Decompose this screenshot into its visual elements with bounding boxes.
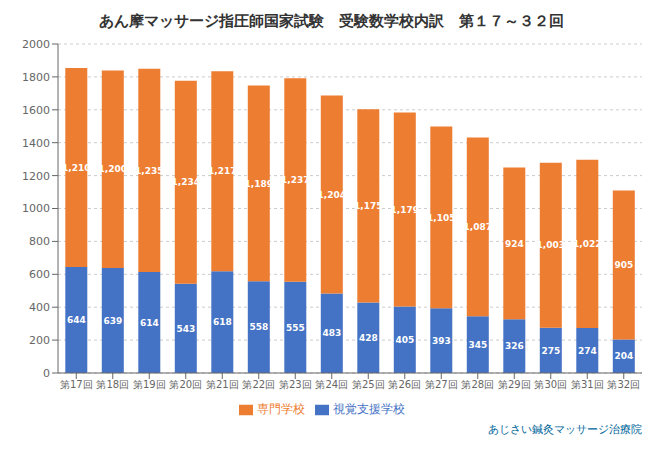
svg-text:第17回: 第17回: [60, 379, 93, 390]
svg-text:1,189: 1,189: [245, 179, 273, 189]
svg-text:1,237: 1,237: [281, 175, 309, 185]
svg-text:555: 555: [286, 323, 305, 333]
svg-text:第21回: 第21回: [206, 379, 239, 390]
svg-text:428: 428: [359, 333, 378, 343]
svg-text:326: 326: [505, 341, 524, 351]
svg-text:第28回: 第28回: [461, 379, 494, 390]
svg-text:0: 0: [43, 367, 50, 380]
svg-text:1,200: 1,200: [99, 164, 127, 174]
svg-text:614: 614: [140, 318, 159, 328]
html-text:あじさい鍼灸マッサージ治療院: あじさい鍼灸マッサージ治療院: [488, 423, 642, 436]
svg-text:第27回: 第27回: [425, 379, 458, 390]
svg-text:1,087: 1,087: [464, 222, 492, 232]
svg-text:1,105: 1,105: [427, 213, 455, 223]
svg-text:345: 345: [468, 340, 487, 350]
svg-text:1,234: 1,234: [172, 177, 200, 187]
svg-text:第26回: 第26回: [388, 379, 421, 390]
svg-text:1600: 1600: [22, 104, 50, 117]
svg-text:600: 600: [29, 268, 50, 281]
svg-text:1,175: 1,175: [354, 201, 382, 211]
svg-text:第18回: 第18回: [96, 379, 129, 390]
svg-text:558: 558: [249, 322, 268, 332]
svg-text:204: 204: [614, 351, 633, 361]
svg-text:618: 618: [213, 317, 232, 327]
svg-text:200: 200: [29, 334, 50, 347]
svg-text:第19回: 第19回: [133, 379, 166, 390]
svg-text:第23回: 第23回: [279, 379, 312, 390]
svg-text:644: 644: [67, 315, 86, 325]
svg-text:1,179: 1,179: [391, 205, 419, 215]
svg-text:2000: 2000: [22, 38, 50, 51]
svg-text:1200: 1200: [22, 170, 50, 183]
svg-text:第30回: 第30回: [534, 379, 567, 390]
svg-text:第20回: 第20回: [169, 379, 202, 390]
svg-text:第31回: 第31回: [571, 379, 604, 390]
svg-text:第32回: 第32回: [607, 379, 640, 390]
svg-text:1400: 1400: [22, 137, 50, 150]
svg-text:1000: 1000: [22, 202, 50, 215]
svg-text:639: 639: [103, 316, 122, 326]
svg-text:543: 543: [176, 324, 195, 334]
svg-text:1,204: 1,204: [318, 190, 346, 200]
svg-text:405: 405: [395, 335, 414, 345]
svg-text:第24回: 第24回: [315, 379, 348, 390]
svg-text:1800: 1800: [22, 71, 50, 84]
svg-text:第25回: 第25回: [352, 379, 385, 390]
svg-text:1,022: 1,022: [573, 239, 601, 249]
svg-text:1,210: 1,210: [62, 163, 90, 173]
svg-text:400: 400: [29, 301, 50, 314]
svg-text:905: 905: [614, 260, 633, 270]
svg-text:第22回: 第22回: [242, 379, 275, 390]
svg-text:275: 275: [541, 346, 560, 356]
svg-text:第29回: 第29回: [498, 379, 531, 390]
svg-text:1,003: 1,003: [537, 240, 565, 250]
svg-text:1,235: 1,235: [135, 166, 163, 176]
svg-text:393: 393: [432, 336, 451, 346]
svg-text:1,217: 1,217: [208, 166, 236, 176]
html-text:視覚支援学校: 視覚支援学校: [333, 402, 405, 416]
html-text:あん摩マッサージ指圧師国家試験 受験数学校内訳 第１７～３２: あん摩マッサージ指圧師国家試験 受験数学校内訳 第１７～３２回: [98, 12, 564, 30]
svg-text:483: 483: [322, 328, 341, 338]
svg-text:924: 924: [505, 239, 524, 249]
html-text:専門学校: 専門学校: [257, 402, 305, 416]
svg-text:800: 800: [29, 235, 50, 248]
svg-text:274: 274: [578, 346, 597, 356]
